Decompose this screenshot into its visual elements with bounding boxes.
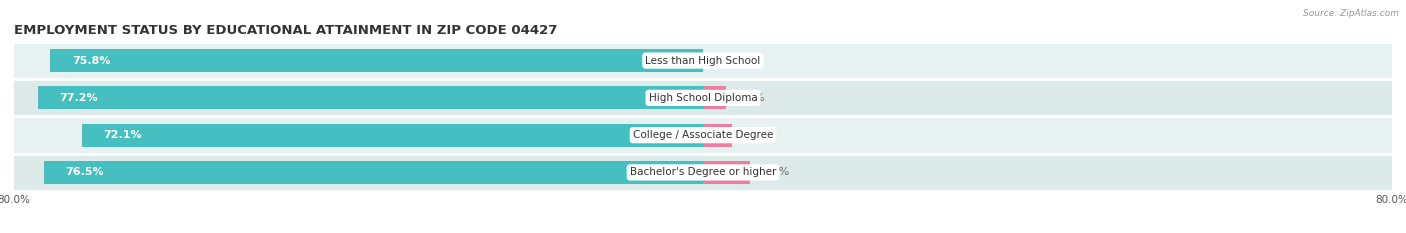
Bar	[44, 161, 703, 184]
Bar	[14, 116, 1392, 154]
Text: 2.7%: 2.7%	[737, 93, 765, 103]
Text: 3.4%: 3.4%	[742, 130, 770, 140]
Bar	[703, 123, 733, 147]
Bar	[14, 79, 1392, 116]
Bar	[703, 86, 727, 110]
Bar	[51, 49, 703, 72]
Text: 5.5%: 5.5%	[761, 168, 789, 177]
Text: 75.8%: 75.8%	[72, 56, 110, 65]
Text: Less than High School: Less than High School	[645, 56, 761, 65]
Text: 77.2%: 77.2%	[59, 93, 98, 103]
Bar	[703, 161, 751, 184]
Text: 76.5%: 76.5%	[66, 168, 104, 177]
Text: 72.1%: 72.1%	[104, 130, 142, 140]
Text: Bachelor's Degree or higher: Bachelor's Degree or higher	[630, 168, 776, 177]
Bar	[38, 86, 703, 110]
Text: High School Diploma: High School Diploma	[648, 93, 758, 103]
Text: EMPLOYMENT STATUS BY EDUCATIONAL ATTAINMENT IN ZIP CODE 04427: EMPLOYMENT STATUS BY EDUCATIONAL ATTAINM…	[14, 24, 557, 37]
Text: College / Associate Degree: College / Associate Degree	[633, 130, 773, 140]
Bar	[82, 123, 703, 147]
Text: 0.0%: 0.0%	[713, 56, 741, 65]
Bar	[14, 154, 1392, 191]
Text: Source: ZipAtlas.com: Source: ZipAtlas.com	[1303, 9, 1399, 18]
Bar	[14, 42, 1392, 79]
